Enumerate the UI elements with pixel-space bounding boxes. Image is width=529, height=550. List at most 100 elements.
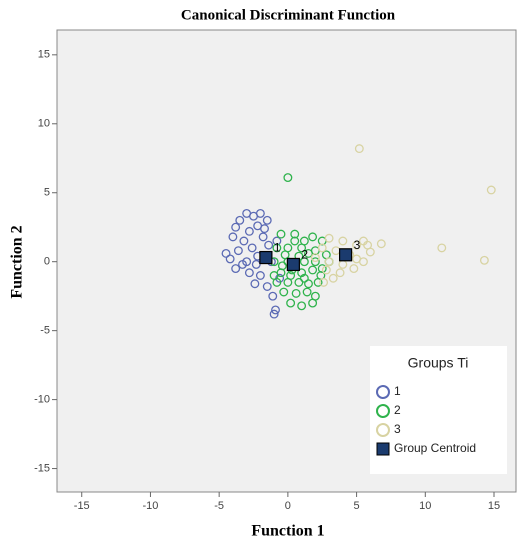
legend-label: 1 <box>394 384 401 398</box>
point <box>228 232 238 242</box>
x-tick-label: -5 <box>214 500 224 512</box>
x-tick-label: 0 <box>285 500 291 512</box>
point <box>239 236 249 246</box>
point <box>324 233 334 243</box>
point <box>299 257 309 267</box>
y-tick-label: 15 <box>38 49 50 61</box>
points: 1 2 3 <box>221 144 496 319</box>
point <box>271 305 280 315</box>
point <box>297 243 307 253</box>
point <box>354 144 364 154</box>
point <box>486 185 496 195</box>
point <box>291 288 301 298</box>
centroid-label: 1 <box>274 241 281 255</box>
legend-label: Group Centroid <box>394 441 476 455</box>
y-tick-label: 5 <box>44 187 50 199</box>
legend-marker <box>376 385 390 399</box>
centroid-label: 3 <box>354 238 361 252</box>
point <box>308 232 318 242</box>
point <box>352 240 362 250</box>
point <box>310 257 320 267</box>
point <box>304 279 313 289</box>
x-tick-label: 5 <box>354 500 360 512</box>
point <box>308 265 318 275</box>
y-tick-label: -5 <box>40 325 50 337</box>
point <box>328 273 338 283</box>
point <box>233 246 243 256</box>
point <box>238 259 247 269</box>
point <box>268 291 278 301</box>
point <box>319 277 329 287</box>
point <box>255 271 265 280</box>
point <box>437 243 447 253</box>
point <box>262 215 272 225</box>
point <box>324 257 334 267</box>
y-axis-label: Function 2 <box>9 225 26 298</box>
point <box>280 250 290 260</box>
point <box>304 248 313 258</box>
y-tick-label: -10 <box>34 394 50 406</box>
point <box>286 271 296 280</box>
centroid <box>259 250 273 265</box>
point <box>262 282 272 291</box>
point <box>244 268 254 278</box>
point <box>321 265 331 275</box>
x-axis-label: Function 1 <box>251 523 324 540</box>
legend-marker <box>376 423 390 437</box>
point <box>250 279 260 289</box>
point <box>225 254 235 264</box>
point <box>335 268 345 278</box>
point <box>272 243 282 253</box>
point <box>276 229 286 239</box>
point <box>338 236 348 246</box>
point <box>272 236 282 246</box>
y-tick-label: 0 <box>44 256 50 268</box>
y-tick-label: 10 <box>38 118 50 130</box>
point <box>235 215 245 225</box>
point <box>302 287 312 297</box>
point <box>376 239 386 249</box>
point <box>264 240 274 250</box>
centroid-label: 2 <box>301 248 308 262</box>
point <box>251 259 261 269</box>
point <box>297 268 307 278</box>
point <box>479 255 489 265</box>
point <box>255 208 265 218</box>
point <box>365 247 375 257</box>
point <box>260 224 269 234</box>
point <box>279 287 289 297</box>
x-tick-label: -10 <box>142 500 158 512</box>
point <box>283 173 293 183</box>
point <box>310 253 320 263</box>
point <box>269 309 279 319</box>
legend-box <box>370 346 507 474</box>
point <box>297 301 307 311</box>
x-tick-label: 15 <box>488 500 500 512</box>
x-tick-label: -15 <box>74 500 90 512</box>
y-tick-label: -15 <box>34 462 50 474</box>
point <box>290 229 300 239</box>
point <box>290 236 300 246</box>
chart-title: Canonical Discriminant Function <box>181 7 396 23</box>
point <box>294 277 304 287</box>
legend-title: Groups Ti <box>408 355 469 371</box>
point <box>359 257 368 267</box>
point <box>308 298 318 308</box>
point <box>258 232 268 242</box>
point <box>221 248 231 258</box>
legend-marker <box>376 404 390 418</box>
legend-label: 3 <box>394 422 401 436</box>
x-tick-label: 10 <box>419 500 431 512</box>
point <box>277 261 287 271</box>
point <box>244 226 254 236</box>
point <box>299 273 309 283</box>
point <box>286 298 296 308</box>
point <box>247 243 257 253</box>
centroid <box>338 248 353 262</box>
centroid <box>286 257 300 272</box>
point <box>269 271 279 280</box>
legend-label: 2 <box>394 403 401 417</box>
point <box>317 243 327 253</box>
point <box>349 264 359 274</box>
